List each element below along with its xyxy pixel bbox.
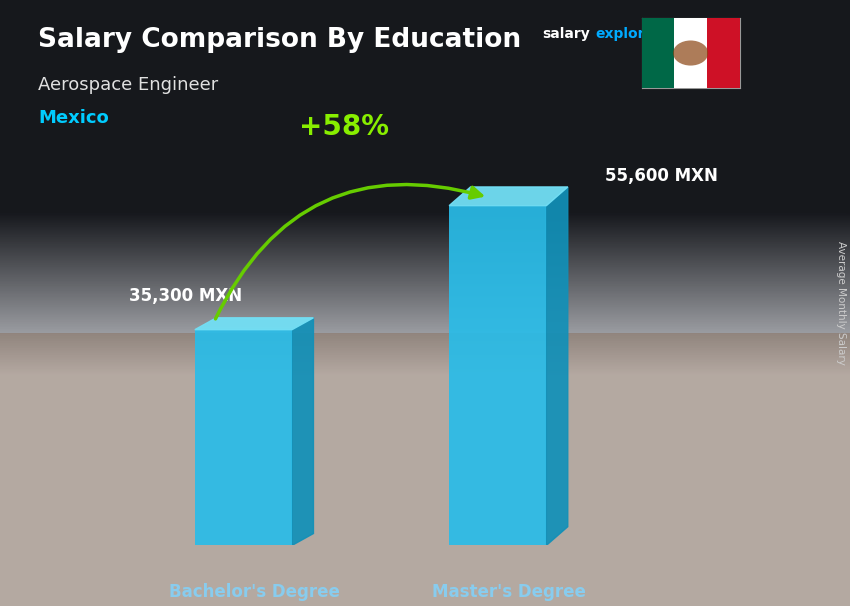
Text: Salary Comparison By Education: Salary Comparison By Education [38,27,521,53]
Text: Aerospace Engineer: Aerospace Engineer [38,76,218,94]
Text: Average Monthly Salary: Average Monthly Salary [836,241,846,365]
Text: 55,600 MXN: 55,600 MXN [604,167,717,185]
Polygon shape [292,318,314,545]
Bar [449,205,547,545]
Text: explorer.com: explorer.com [595,27,696,41]
Bar [642,18,674,88]
Bar [195,330,292,545]
Text: 35,300 MXN: 35,300 MXN [128,287,241,305]
Text: Master's Degree: Master's Degree [432,583,586,601]
Polygon shape [449,187,568,205]
Text: +58%: +58% [298,113,388,141]
Text: Mexico: Mexico [38,109,109,127]
Bar [707,18,740,88]
Bar [0,0,850,333]
Circle shape [673,41,708,65]
Polygon shape [547,187,568,545]
Bar [674,18,707,88]
Text: Bachelor's Degree: Bachelor's Degree [168,583,339,601]
Text: salary: salary [542,27,590,41]
Polygon shape [195,318,314,330]
Bar [0,333,850,606]
